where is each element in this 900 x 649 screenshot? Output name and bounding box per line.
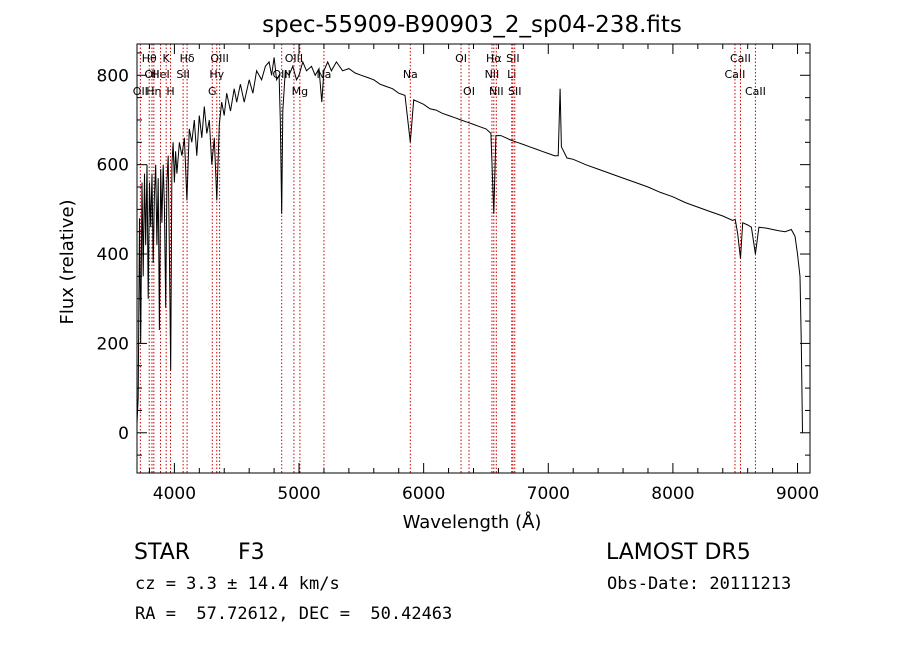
spectral-line-label-21: NII bbox=[489, 85, 504, 98]
spectral-line-label-18: OI bbox=[463, 85, 475, 98]
spectral-line-label-20: Hα bbox=[486, 52, 502, 65]
y-tick-label-3: 600 bbox=[97, 156, 129, 176]
spectrum-series bbox=[136, 57, 803, 433]
x-tick-label-4: 8000 bbox=[651, 484, 694, 504]
spectral-line-label-26: CaII bbox=[730, 52, 751, 65]
spectral-line-label-17: OI bbox=[455, 52, 467, 65]
spectral-line-label-14: Mg bbox=[292, 85, 308, 98]
x-axis-ticks: 4000 5000 6000 7000 8000 9000 bbox=[148, 44, 819, 504]
spectral-line-label-6: H bbox=[166, 85, 174, 98]
y-tick-label-1: 200 bbox=[97, 334, 129, 354]
spectral-line-label-25: CaII bbox=[725, 68, 746, 81]
spectral-line-label-8: Hδ bbox=[180, 52, 195, 65]
object-class: STAR bbox=[134, 540, 191, 565]
spectral-line-label-22: Li bbox=[507, 68, 516, 81]
spectral-line-label-11: OIII bbox=[210, 52, 228, 65]
y-axis-label: Flux (relative) bbox=[57, 199, 78, 324]
chart-title: spec-55909-B90903_2_sp04-238.fits bbox=[262, 12, 682, 38]
y-tick-label-4: 800 bbox=[97, 66, 129, 86]
spectral-line-label-5: K bbox=[163, 52, 171, 65]
y-axis-ticks: 0 200 400 600 800 bbox=[97, 52, 810, 456]
spectral-line-label-10: Hγ bbox=[209, 68, 224, 81]
plot-frame bbox=[136, 43, 811, 474]
spectral-line-label-13: OIII bbox=[285, 52, 303, 65]
sky-coordinates: RA = 57.72612, DEC = 50.42463 bbox=[135, 604, 453, 624]
redshift-cz: cz = 3.3 ± 14.4 km/s bbox=[135, 574, 340, 594]
y-tick-label-2: 400 bbox=[97, 245, 129, 265]
survey-name: LAMOST DR5 bbox=[606, 540, 751, 565]
x-tick-label-5: 9000 bbox=[776, 484, 819, 504]
x-axis-label: Wavelength (Å) bbox=[403, 511, 542, 533]
x-tick-label-1: 5000 bbox=[277, 484, 320, 504]
x-tick-label-0: 4000 bbox=[153, 484, 196, 504]
x-tick-label-3: 7000 bbox=[527, 484, 570, 504]
spectral-line-label-3: Hη bbox=[146, 85, 161, 98]
spectral-line-label-24: SII bbox=[508, 85, 521, 98]
spectral-line-label-27: CaII bbox=[745, 85, 766, 98]
observation-date: Obs-Date: 20111213 bbox=[607, 574, 792, 594]
y-tick-label-0: 0 bbox=[118, 424, 129, 444]
spectral-line-label-16: Na bbox=[403, 68, 418, 81]
object-subclass: F3 bbox=[238, 540, 265, 565]
spectral-line-label-4: HeI bbox=[151, 68, 169, 81]
spectral-line-label-2: OII bbox=[144, 68, 159, 81]
spectral-line-label-19: NII bbox=[485, 68, 500, 81]
spectral-line-label-23: SII bbox=[506, 52, 519, 65]
spectral-line-label-1: Hθ bbox=[142, 52, 157, 65]
spectral-line-label-9: G bbox=[208, 85, 217, 98]
x-tick-label-2: 6000 bbox=[402, 484, 445, 504]
spectrum-line-0 bbox=[136, 57, 803, 433]
spectral-line-label-7: SII bbox=[176, 68, 189, 81]
